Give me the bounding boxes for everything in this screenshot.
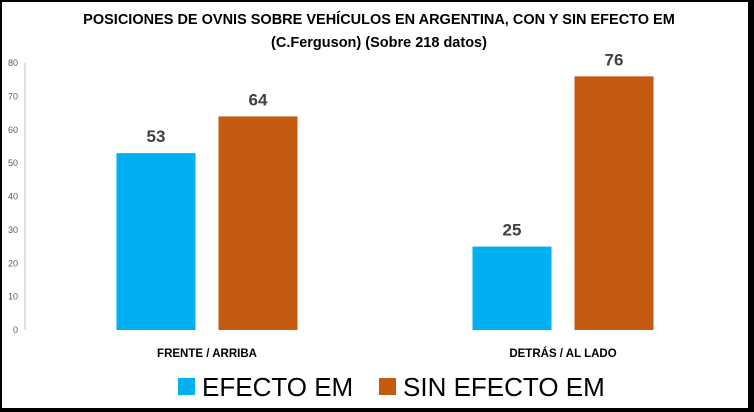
- chart-subtitle: (C.Ferguson) (Sobre 218 datos): [271, 35, 487, 51]
- y-tick-label: 20: [8, 258, 18, 268]
- bar: [574, 76, 654, 330]
- bar: [218, 116, 298, 331]
- y-tick-label: 40: [8, 192, 18, 202]
- y-axis-ticks: 0 10 20 30 40 50 60 70 80: [8, 58, 18, 335]
- bar-data-label: 53: [147, 127, 166, 146]
- bars-group: 53 64 25 76: [116, 50, 654, 331]
- legend-swatch: [379, 378, 396, 395]
- bar-data-label: 76: [605, 50, 624, 69]
- bar-chart: POSICIONES DE OVNIS SOBRE VEHÍCULOS EN A…: [8, 11, 675, 402]
- legend: EFECTO EM SIN EFECTO EM: [178, 372, 605, 402]
- legend-label: SIN EFECTO EM: [403, 372, 605, 402]
- bar: [472, 246, 552, 330]
- bar-data-label: 64: [249, 90, 268, 109]
- y-tick-label: 60: [8, 125, 18, 135]
- y-tick-label: 80: [8, 58, 18, 68]
- y-tick-label: 70: [8, 91, 18, 101]
- chart-frame: POSICIONES DE OVNIS SOBRE VEHÍCULOS EN A…: [2, 2, 750, 408]
- x-category-label: FRENTE / ARRIBA: [157, 348, 257, 360]
- bar: [116, 153, 196, 330]
- legend-swatch: [178, 378, 195, 395]
- y-tick-label: 50: [8, 158, 18, 168]
- x-category-label: DETRÁS / AL LADO: [509, 347, 616, 360]
- legend-label: EFECTO EM: [202, 372, 353, 402]
- bar-data-label: 25: [503, 221, 522, 240]
- y-tick-label: 30: [8, 225, 18, 235]
- y-tick-label: 10: [8, 292, 18, 302]
- x-axis-labels: FRENTE / ARRIBA DETRÁS / AL LADO: [157, 347, 617, 360]
- chart-title: POSICIONES DE OVNIS SOBRE VEHÍCULOS EN A…: [83, 11, 675, 28]
- y-tick-label: 0: [13, 325, 18, 335]
